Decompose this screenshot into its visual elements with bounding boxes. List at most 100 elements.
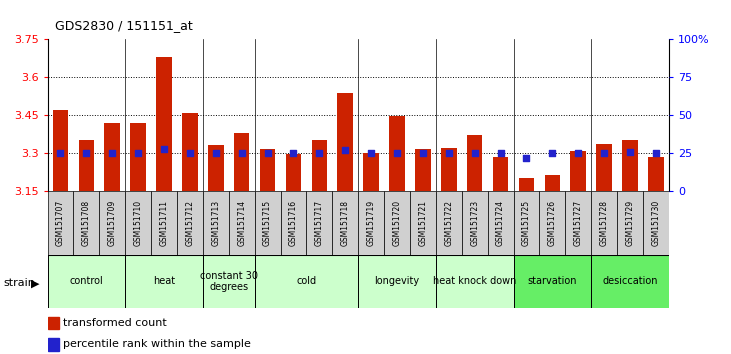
Bar [591,255,669,308]
Text: control: control [69,276,103,286]
Bar [286,154,301,191]
Bar [596,144,612,191]
Bar [462,191,488,255]
Text: GSM151722: GSM151722 [444,200,453,246]
Bar [281,191,306,255]
Bar [384,191,410,255]
Text: constant 30
degrees: constant 30 degrees [200,270,258,292]
Bar [48,255,125,308]
Bar [591,191,617,255]
Bar [358,255,436,308]
Text: GSM151714: GSM151714 [237,200,246,246]
Bar [125,255,203,308]
Bar [306,191,333,255]
Point [572,150,584,156]
Bar [311,141,327,191]
Bar [125,191,151,255]
Bar [415,149,431,191]
Bar [493,157,508,191]
Point [55,150,67,156]
Point [650,150,662,156]
Text: transformed count: transformed count [63,318,167,328]
Bar [617,191,643,255]
Bar [99,191,125,255]
Bar [358,191,384,255]
Point [469,150,480,156]
Point [236,150,248,156]
Bar [202,191,229,255]
Text: GSM151710: GSM151710 [134,200,143,246]
Bar [254,191,281,255]
Text: GSM151707: GSM151707 [56,200,65,246]
Point [495,150,507,156]
Text: heat: heat [153,276,175,286]
Bar [130,122,146,191]
Text: GSM151711: GSM151711 [159,200,169,246]
Bar [622,141,637,191]
Point [158,146,170,152]
Bar [177,191,203,255]
Text: GSM151713: GSM151713 [211,200,220,246]
Text: GSM151721: GSM151721 [418,200,428,246]
Bar [79,141,94,191]
Bar [73,191,99,255]
Point [391,150,403,156]
Text: desiccation: desiccation [602,276,658,286]
Bar [436,255,513,308]
Text: GSM151728: GSM151728 [599,200,609,246]
Bar [467,135,482,191]
Bar [48,191,73,255]
Point [210,150,221,156]
Point [547,150,558,156]
Text: strain: strain [4,278,36,288]
Bar [565,191,591,255]
Bar [363,153,379,191]
Text: GSM151716: GSM151716 [289,200,298,246]
Text: GSM151708: GSM151708 [82,200,91,246]
Point [184,150,196,156]
Bar [105,122,120,191]
Text: heat knock down: heat knock down [433,276,516,286]
Bar [229,191,254,255]
Bar [488,191,513,255]
Bar [648,157,664,191]
Bar [436,191,462,255]
Bar [545,175,560,191]
Bar [151,191,177,255]
Point [624,149,636,154]
Text: GSM151720: GSM151720 [393,200,401,246]
Bar [156,57,172,191]
Text: GSM151729: GSM151729 [626,200,635,246]
Text: GSM151730: GSM151730 [651,200,660,246]
Bar [333,191,358,255]
Point [339,147,351,153]
Bar [254,255,358,308]
Bar [202,255,254,308]
Bar [338,93,353,191]
Bar [182,113,197,191]
Bar [48,316,58,329]
Text: cold: cold [296,276,317,286]
Text: GSM151719: GSM151719 [367,200,376,246]
Text: GSM151726: GSM151726 [548,200,557,246]
Bar [234,133,249,191]
Point [366,150,377,156]
Bar [48,338,58,350]
Text: GSM151715: GSM151715 [263,200,272,246]
Bar [519,178,534,191]
Point [107,150,118,156]
Text: GSM151724: GSM151724 [496,200,505,246]
Text: GSM151727: GSM151727 [574,200,583,246]
Bar [208,145,224,191]
Bar [53,110,68,191]
Text: ▶: ▶ [31,278,39,288]
Point [520,155,532,160]
Point [417,150,429,156]
Text: GSM151723: GSM151723 [470,200,480,246]
Text: percentile rank within the sample: percentile rank within the sample [63,339,251,349]
Text: GSM151718: GSM151718 [341,200,349,246]
Bar [539,191,565,255]
Point [80,150,92,156]
Bar [513,191,539,255]
Bar [643,191,669,255]
